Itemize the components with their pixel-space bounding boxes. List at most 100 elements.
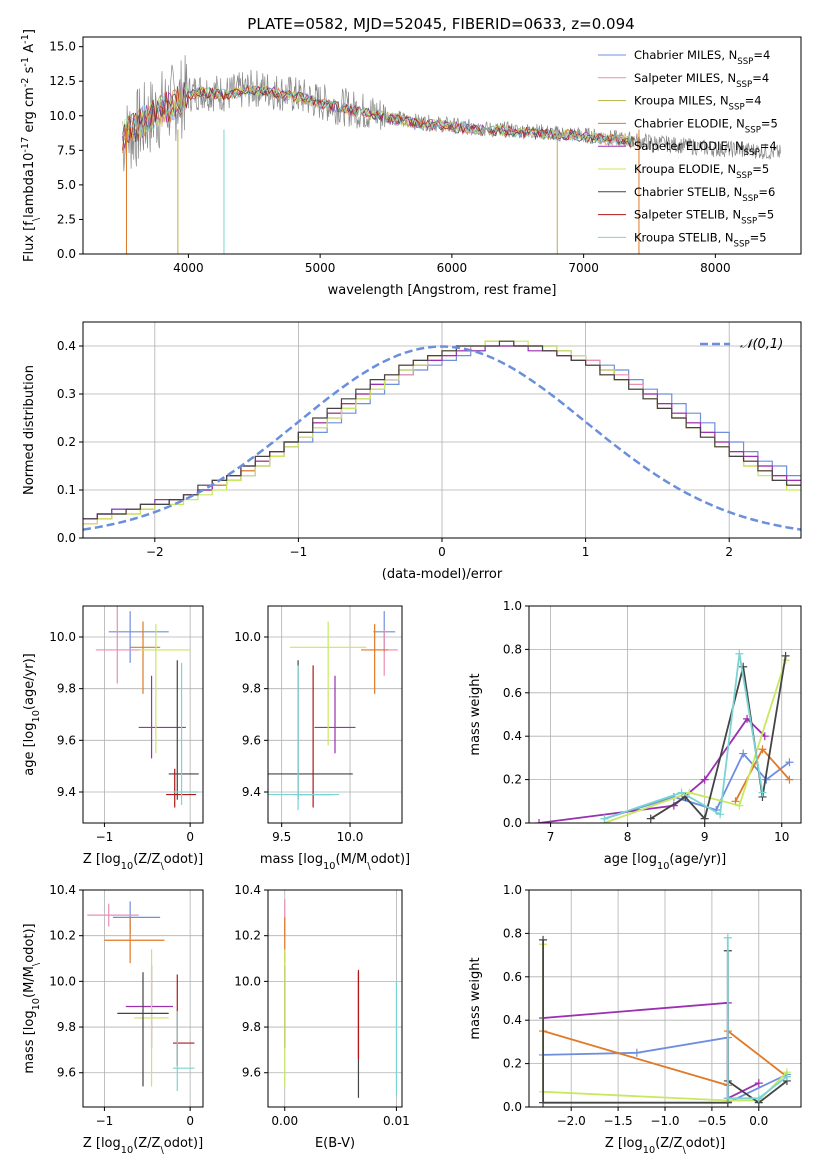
y-axis-label: Flux [f\lambda10-17 erg cm-2 s-1 A-1] xyxy=(20,29,42,262)
y-tick-label: 9.6 xyxy=(57,1066,76,1080)
axes-frame xyxy=(82,889,204,1108)
legend-label: Kroupa MILES, NSSP=4 xyxy=(634,94,762,113)
plot-area xyxy=(87,901,195,1092)
y-tick-label: 15.0 xyxy=(49,40,76,54)
weight-marker xyxy=(785,775,794,784)
x-tick-label: −1 xyxy=(96,1114,114,1128)
x-tick-label: 5000 xyxy=(305,261,336,275)
weight-marker xyxy=(535,819,544,823)
x-tick-label: −1 xyxy=(290,545,308,559)
y-tick-label: 9.8 xyxy=(57,1020,76,1034)
y-tick-label: 10.2 xyxy=(49,929,76,943)
y-axis-label: mass weight xyxy=(468,673,483,755)
legend-label: Salpeter MILES, NSSP=4 xyxy=(634,71,769,90)
y-tick-label: 0.0 xyxy=(57,247,76,261)
gaussian-curve xyxy=(83,345,801,531)
weight-marker xyxy=(716,810,725,819)
y-tick-label: 10.2 xyxy=(234,929,261,943)
y-tick-label: 7.5 xyxy=(57,143,76,157)
weight-marker xyxy=(700,775,709,784)
x-tick-label: 7 xyxy=(547,830,555,844)
y-tick-label: 2.5 xyxy=(57,212,76,226)
y-tick-label: 0.2 xyxy=(503,773,522,787)
y-tick-label: 9.6 xyxy=(242,733,261,747)
x-tick-label: 0 xyxy=(438,545,446,559)
y-tick-label: 0.4 xyxy=(57,339,76,353)
x-tick-label: 9.5 xyxy=(272,830,291,844)
panel-weight-vs-age: 7 8 9 10 0.0 0.2 0.4 0.6 0.8 1.0 age [log10(age/yr… xyxy=(468,599,802,872)
legend-label: 𝒩(0,1) xyxy=(740,337,783,352)
legend: Chabrier MILES, NSSP=4 Salpeter MILES, NS… xyxy=(598,48,778,249)
plot-area xyxy=(539,933,791,1107)
x-tick-label: −0.5 xyxy=(697,1114,726,1128)
x-tick-label: −2.0 xyxy=(557,1114,586,1128)
legend-label: Salpeter ELODIE, NSSP=4 xyxy=(634,139,777,158)
y-tick-label: 10.4 xyxy=(234,883,261,897)
x-tick-label: −1 xyxy=(96,830,114,844)
y-tick-label: 0.8 xyxy=(503,926,522,940)
y-tick-label: 0.0 xyxy=(57,531,76,545)
x-tick-label: 1 xyxy=(582,545,590,559)
weight-marker xyxy=(785,758,794,767)
x-tick-label: 4000 xyxy=(173,261,204,275)
weight-line xyxy=(726,937,788,1100)
weight-marker xyxy=(739,749,748,758)
y-tick-label: 0.6 xyxy=(503,970,522,984)
plot-area xyxy=(83,340,801,531)
y-axis-label: mass [log10(M/M\odot)] xyxy=(22,923,42,1073)
x-tick-label: 0 xyxy=(186,1114,194,1128)
x-tick-label: −2 xyxy=(146,545,164,559)
plot-area xyxy=(122,55,781,254)
legend-label: Kroupa STELIB, NSSP=5 xyxy=(634,230,767,249)
weight-marker xyxy=(723,1094,732,1103)
x-tick-label: 10 xyxy=(774,830,789,844)
weight-marker xyxy=(700,814,709,823)
y-tick-label: 10.0 xyxy=(234,630,261,644)
model-line xyxy=(122,83,635,148)
weight-line xyxy=(604,660,787,823)
weight-marker xyxy=(735,649,744,658)
axes-frame xyxy=(82,36,802,255)
y-tick-label: 0.1 xyxy=(57,483,76,497)
legend-label: Chabrier ELODIE, NSSP=5 xyxy=(634,116,778,135)
axes-frame xyxy=(82,605,204,824)
y-tick-label: 9.6 xyxy=(242,1066,261,1080)
y-tick-label: 0.8 xyxy=(503,642,522,656)
x-axis-label: E(B-V) xyxy=(315,1136,355,1151)
y-tick-label: 1.0 xyxy=(503,599,522,613)
x-tick-label: 10.0 xyxy=(337,830,364,844)
y-axis-label: mass weight xyxy=(468,957,483,1039)
y-tick-label: 10.0 xyxy=(49,974,76,988)
x-tick-label: 6000 xyxy=(437,261,468,275)
axes-frame xyxy=(267,605,403,824)
y-tick-label: 0.2 xyxy=(57,435,76,449)
x-tick-label: 9 xyxy=(701,830,709,844)
y-tick-label: 9.4 xyxy=(57,785,76,799)
y-tick-label: 9.6 xyxy=(57,733,76,747)
x-tick-label: 0.01 xyxy=(383,1114,410,1128)
x-tick-label: 8 xyxy=(624,830,632,844)
weight-marker xyxy=(677,788,686,797)
y-axis-label: Normed distribution xyxy=(22,365,37,495)
x-axis-label: (data-model)/error xyxy=(382,567,503,582)
x-tick-label: −1.0 xyxy=(650,1114,679,1128)
histogram-step xyxy=(83,340,801,520)
panel-age-vs-Z: −1 0 9.4 9.6 9.8 10.0 Z [log10(Z/Z\odot)] age [… xyxy=(22,605,204,872)
weight-marker xyxy=(739,662,748,671)
weight-marker xyxy=(600,814,609,823)
weight-marker xyxy=(539,935,548,944)
x-tick-label: 8000 xyxy=(700,261,731,275)
legend-label: Salpeter STELIB, NSSP=5 xyxy=(634,208,774,227)
panel-age-vs-mass: 9.5 10.0 9.4 9.6 9.8 10.0 mass [log10(M/M\odot… xyxy=(234,605,410,872)
y-tick-label: 0.4 xyxy=(503,729,522,743)
y-tick-label: 0.3 xyxy=(57,387,76,401)
x-tick-label: 0.0 xyxy=(749,1114,768,1128)
x-axis-label: Z [log10(Z/Z\odot)] xyxy=(605,1136,725,1156)
axes-frame xyxy=(267,889,403,1108)
weight-marker xyxy=(723,933,732,942)
plot-area xyxy=(95,606,199,808)
weight-marker xyxy=(685,788,694,797)
x-tick-label: 2 xyxy=(725,545,733,559)
weight-marker xyxy=(754,1094,763,1103)
